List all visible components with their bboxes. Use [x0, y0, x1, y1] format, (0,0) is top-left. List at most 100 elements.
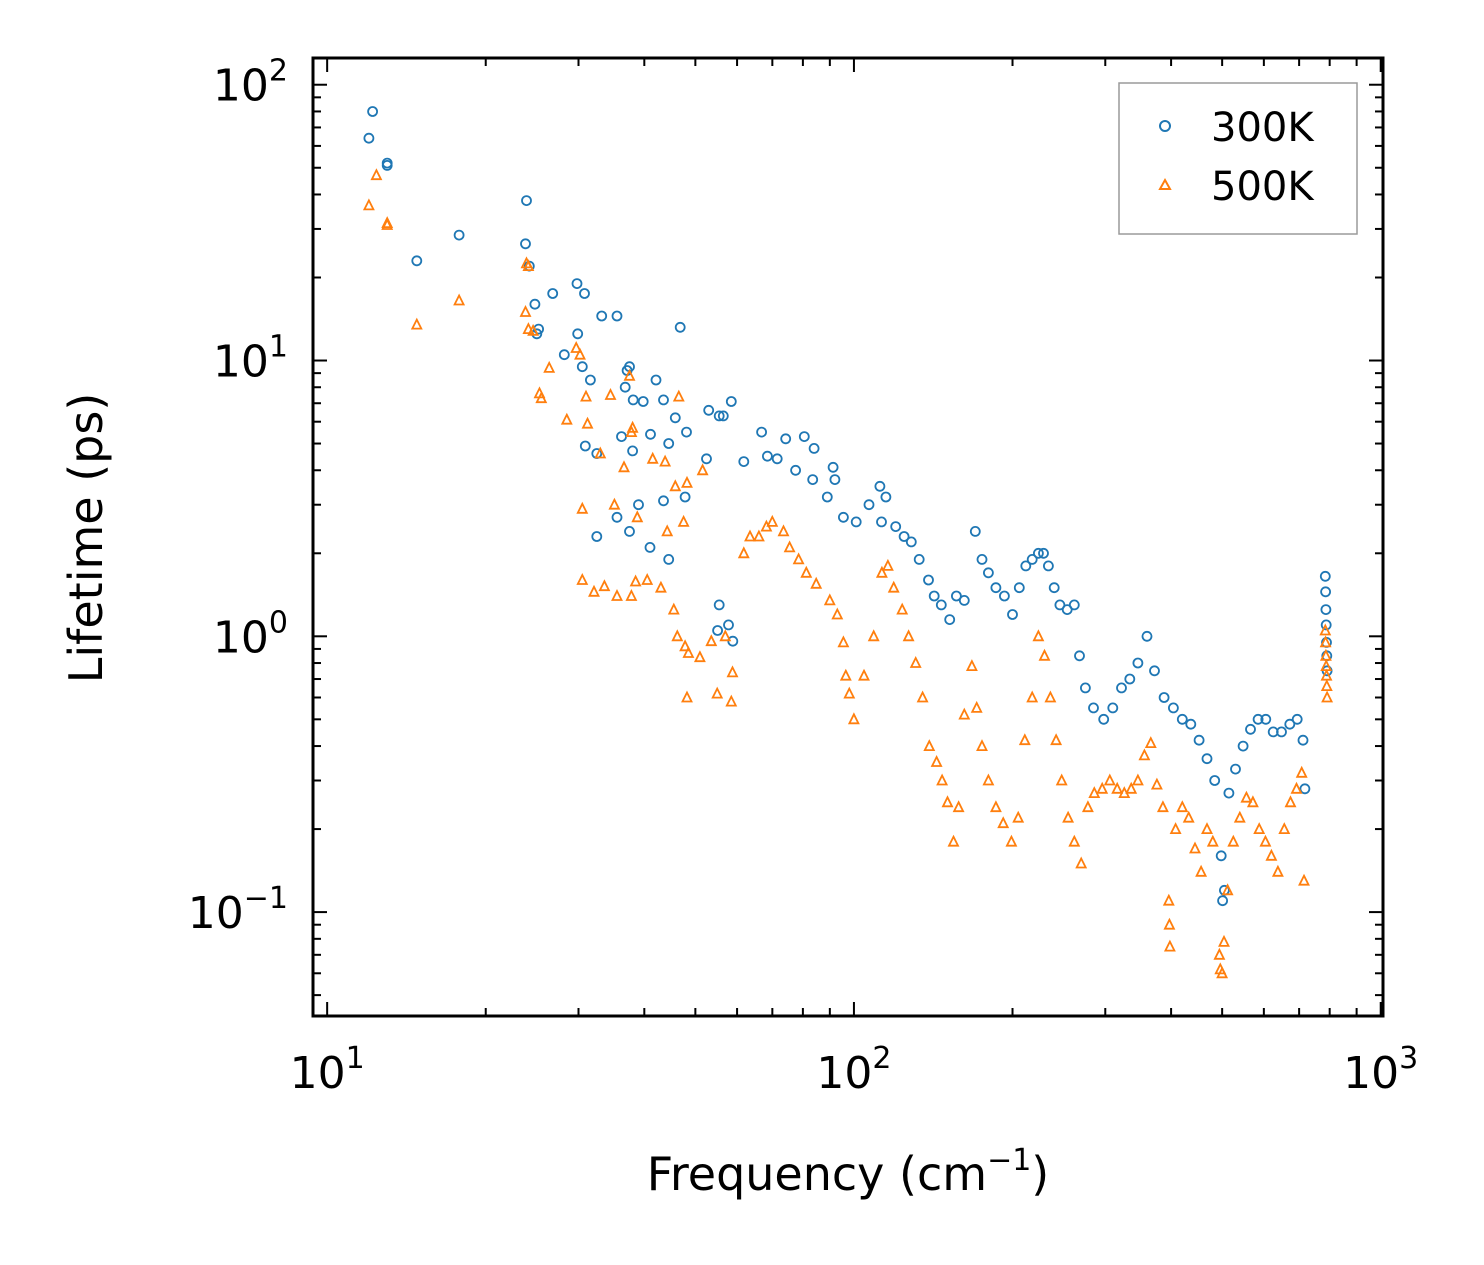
legend-box: [1118, 82, 1358, 235]
point-300k: [898, 531, 910, 542]
point-300k: [579, 288, 590, 299]
point-300k: [838, 511, 849, 523]
point-500k: [667, 602, 680, 615]
point-500k: [1162, 893, 1175, 906]
y-tick-label: 10−1: [188, 881, 288, 939]
point-500k: [1138, 748, 1151, 761]
point-300k: [1088, 702, 1099, 714]
point-500k: [989, 800, 1002, 813]
point-500k: [646, 451, 659, 464]
point-500k: [1044, 690, 1057, 703]
point-500k: [976, 739, 988, 751]
point-500k: [936, 773, 949, 786]
legend-marker-300k: [1159, 120, 1171, 132]
point-300k: [669, 412, 681, 424]
point-500k: [858, 668, 870, 681]
point-300k: [1043, 560, 1054, 572]
point-300k: [1185, 718, 1197, 730]
point-500k: [810, 576, 823, 589]
point-300k: [1237, 740, 1249, 752]
point-500k: [916, 690, 929, 703]
y-tick-label: 101: [213, 330, 288, 388]
point-300k: [1297, 734, 1309, 746]
point-500k: [744, 529, 756, 542]
legend-label-300k: 300K: [1211, 105, 1315, 151]
point-300k: [913, 554, 925, 565]
point-300k: [1276, 726, 1287, 738]
point-300k: [958, 595, 970, 606]
point-500k: [1176, 800, 1189, 813]
point-500k: [625, 588, 638, 601]
point-300k: [681, 426, 692, 438]
point-500k: [1240, 790, 1253, 803]
point-300k: [1215, 850, 1227, 862]
point-500k: [1156, 800, 1169, 813]
x-axis-label-text: Frequency (cm−1): [647, 1143, 1050, 1201]
point-500k: [598, 579, 611, 592]
point-500k: [982, 773, 995, 786]
point-300k: [633, 499, 644, 511]
point-300k: [1158, 692, 1170, 703]
point-300k: [905, 536, 917, 548]
point-500k: [631, 510, 644, 523]
point-300k: [1020, 560, 1032, 572]
point-300k: [798, 431, 810, 443]
point-300k: [650, 374, 662, 386]
point-500k: [1284, 795, 1297, 808]
point-500k: [725, 694, 738, 707]
point-300k: [1291, 713, 1303, 725]
point-300k: [701, 453, 712, 465]
point-500k: [1298, 873, 1310, 886]
point-500k: [604, 387, 617, 400]
point-500k: [1227, 834, 1240, 847]
point-500k: [1131, 773, 1144, 786]
point-500k: [1218, 934, 1230, 947]
point-500k: [576, 572, 589, 585]
x-axis-label-main: Frequency (cm: [647, 1147, 987, 1201]
point-300k: [627, 394, 639, 406]
point-300k: [619, 381, 631, 393]
point-500k: [1259, 834, 1272, 847]
point-300k: [658, 394, 669, 406]
point-300k: [821, 491, 833, 503]
point-500k: [705, 634, 718, 647]
point-500k: [608, 497, 621, 510]
point-500k: [958, 707, 971, 720]
point-500k: [997, 816, 1010, 829]
point-500k: [580, 389, 592, 402]
point-300k: [944, 614, 956, 625]
point-300k: [1223, 787, 1235, 799]
point-300k: [627, 445, 638, 457]
point-500k: [1221, 883, 1234, 896]
point-500k: [1189, 841, 1201, 854]
point-500k: [847, 712, 860, 725]
point-300k: [876, 516, 887, 528]
point-300k: [807, 474, 819, 486]
point-500k: [1265, 848, 1278, 861]
point-300k: [1299, 783, 1311, 795]
point-500k: [896, 602, 909, 615]
point-300k: [771, 453, 783, 465]
x-tick-label: 101: [290, 1041, 365, 1099]
point-300k: [928, 590, 940, 602]
point-500k: [1233, 810, 1246, 823]
point-300k: [591, 531, 603, 542]
y-tick-label: 102: [213, 54, 288, 112]
point-500k: [588, 584, 600, 597]
point-500k: [1319, 623, 1332, 636]
point-300k: [780, 433, 792, 445]
point-500k: [719, 629, 732, 642]
point-500k: [522, 259, 535, 272]
series-300k: [363, 106, 1333, 907]
point-300k: [1320, 619, 1332, 631]
point-300k: [1107, 702, 1119, 714]
point-500k: [1278, 822, 1291, 834]
point-300k: [1193, 734, 1205, 746]
legend-label-500k: 500K: [1211, 164, 1315, 210]
point-300k: [637, 396, 649, 407]
point-300k: [808, 442, 820, 454]
point-300k: [611, 310, 623, 322]
data-marks: [362, 106, 1334, 979]
point-500k: [839, 668, 852, 681]
point-300k: [579, 440, 591, 452]
